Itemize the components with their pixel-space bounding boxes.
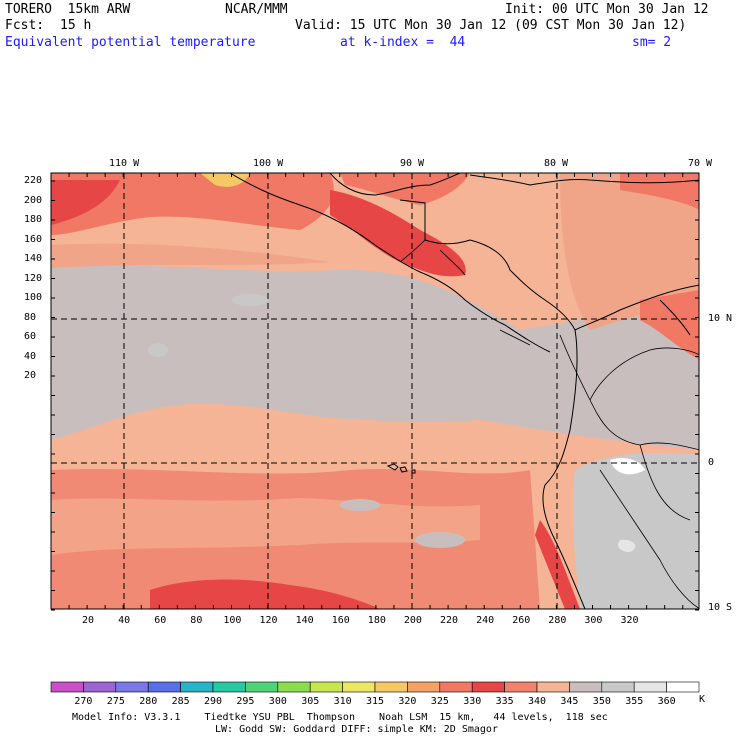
y-grid-label: 140 [24,253,43,264]
colorbar-label: 340 [528,696,547,707]
colorbar-swatch [245,681,279,693]
colorbar-swatch [83,681,117,693]
colorbar-label: 275 [106,696,125,707]
x-grid-label: 140 [295,615,314,626]
colorbar-swatch [601,681,635,693]
theta-e-field [51,173,699,609]
lon-label: 110 W [109,158,140,169]
y-grid-label: 200 [24,194,43,206]
y-grid-label: 160 [24,233,43,245]
colorbar-swatch [180,681,214,693]
x-grid-label: 40 [118,615,131,626]
colorbar-label: 305 [301,696,320,707]
colorbar-swatch [407,681,441,693]
colorbar-swatch [147,681,181,693]
colorbar-label: 320 [398,696,417,707]
y-grid-label: 120 [24,272,43,284]
x-grid-label: 60 [154,615,167,626]
y-grid-label: 80 [24,311,37,323]
colorbar-label: 360 [657,696,676,707]
center-label: NCAR/MMM [225,2,288,17]
colorbar-label: 315 [366,696,385,707]
x-grid-label: 300 [584,615,603,626]
colorbar-label: 325 [430,696,449,707]
colorbar-label: 270 [74,696,93,707]
lon-label: 80 W [544,158,569,169]
lat-label: 10 S [708,602,733,613]
map-frame [50,172,700,610]
colorbar-swatch [309,681,343,693]
lat-label: 0 [708,457,715,468]
colorbar-label: 355 [625,696,644,707]
smoothing-label: sm= 2 [632,35,672,50]
colorbar-label: 300 [268,696,287,707]
x-grid-label: 200 [403,615,422,626]
y-grid-label: 100 [24,292,43,303]
colorbar-swatch [569,681,603,693]
x-grid-label: 20 [82,615,95,626]
y-grid-label: 60 [24,331,37,342]
x-grid-label: 160 [331,615,350,626]
x-grid-label: 260 [512,615,531,626]
model-info: Model Info: V3.3.1 Tiedtke YSU PBL Thomp… [72,712,608,723]
colorbar-label: 290 [204,696,223,707]
y-grid-label: 180 [24,214,43,225]
y-grid-label: 220 [24,175,43,186]
lat-label: 10 N [708,313,733,324]
init-time: Init: 00 UTC Mon 30 Jan 12 [505,2,709,17]
x-grid-label: 280 [548,615,567,626]
forecast-hour: 15 h [60,18,92,33]
x-grid-label: 240 [476,615,495,626]
colorbar-swatch [212,681,246,693]
x-grid-label: 320 [620,615,639,626]
x-grid-label: 220 [440,615,459,626]
colorbar-label: 350 [592,696,611,707]
lon-label: 70 W [688,158,713,169]
colorbar-label: 345 [560,696,579,707]
coastlines [229,173,699,609]
colorbar-label: 310 [333,696,352,707]
colorbar-swatch [374,681,408,693]
colorbar-swatch [633,681,667,693]
x-grid-label: 180 [367,615,386,626]
colorbar-swatch [536,681,570,693]
colorbar-label: 280 [139,696,158,707]
colorbar-label: 295 [236,696,255,707]
colorbar-swatch [277,681,311,693]
field-name: Equivalent potential temperature [5,35,256,50]
y-grid-label: 40 [24,350,37,362]
colorbar-swatch [50,681,84,693]
colorbar-swatch [666,681,700,693]
model-title: TORERO 15km ARW [5,2,131,17]
forecast-label: Fcst: [5,18,45,33]
colorbar-swatch [439,681,473,693]
lon-label: 100 W [253,158,284,169]
x-grid-label: 80 [190,615,203,626]
colorbar-label: 330 [463,696,482,707]
colorbar-swatch [504,681,538,693]
colorbar-swatch [115,681,149,693]
colorbar-label: 335 [495,696,514,707]
colorbar-swatch [342,681,376,693]
latlon-grid [51,173,699,609]
valid-time: Valid: 15 UTC Mon 30 Jan 12 (09 CST Mon … [295,18,687,33]
colorbar-swatch [471,681,505,693]
colorbar-label: 285 [171,696,190,707]
x-grid-label: 100 [223,615,242,626]
level-label: at k-index = 44 [340,35,466,50]
country-borders [399,239,699,609]
x-grid-label: 120 [259,615,278,626]
colorbar-unit: K [699,694,706,705]
axis-ticks [50,173,699,611]
lon-label: 90 W [400,158,425,169]
physics-info: LW: Godd SW: Goddard DIFF: simple KM: 2D… [215,724,498,735]
y-grid-label: 20 [24,370,37,381]
